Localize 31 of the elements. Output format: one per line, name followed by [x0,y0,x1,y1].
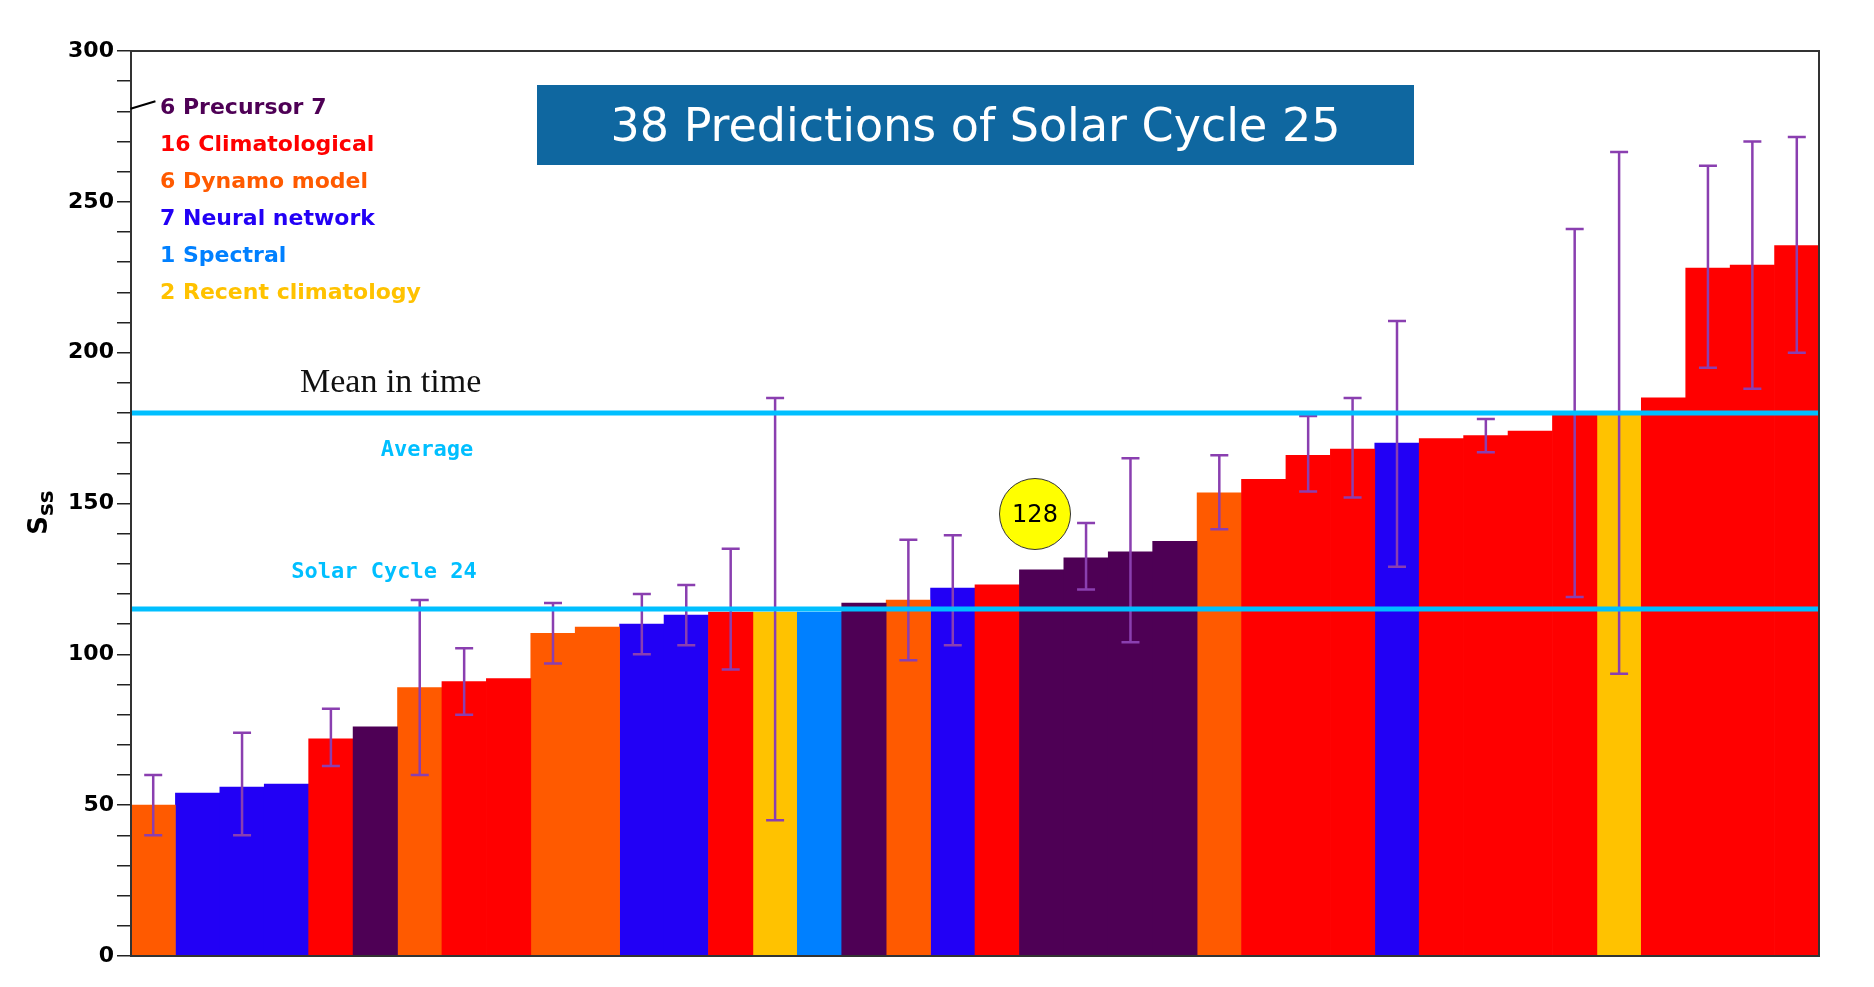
y-tick-label: 200 [68,338,114,364]
text: 6 Dynamo model [160,167,370,195]
text: 16 Climatological [160,130,376,158]
bar [397,687,443,956]
y-tick-label: 250 [68,187,114,213]
annotation: 128 [999,478,1071,550]
ref-line-label: Average [380,435,474,461]
bar [131,804,176,956]
ref-line-label: Solar Cycle 24 [291,557,477,583]
y-tick-label: 100 [68,640,114,666]
annotation: Mean in time [300,362,482,400]
text: 7 Neural network [160,204,376,232]
y-tick-label: 50 [83,790,114,816]
text: 2 Recent climatology [160,278,421,306]
bar [974,584,1020,956]
bar [708,611,754,956]
bar [1196,492,1242,956]
bar [930,587,976,956]
y-tick-label: 150 [68,489,114,515]
bar [1374,442,1420,956]
y-tick-label: 0 [98,941,114,967]
bar [885,599,931,956]
bar [796,611,843,956]
bar [841,602,887,956]
bar [308,738,354,956]
text: 6 Precursor 7 [160,93,328,121]
text: 38 Predictions of Solar Cycle 25 [537,85,1414,165]
bar [752,611,798,956]
bar [352,726,398,956]
text: 1 Spectral [160,241,288,269]
y-tick-label: 300 [68,36,114,62]
